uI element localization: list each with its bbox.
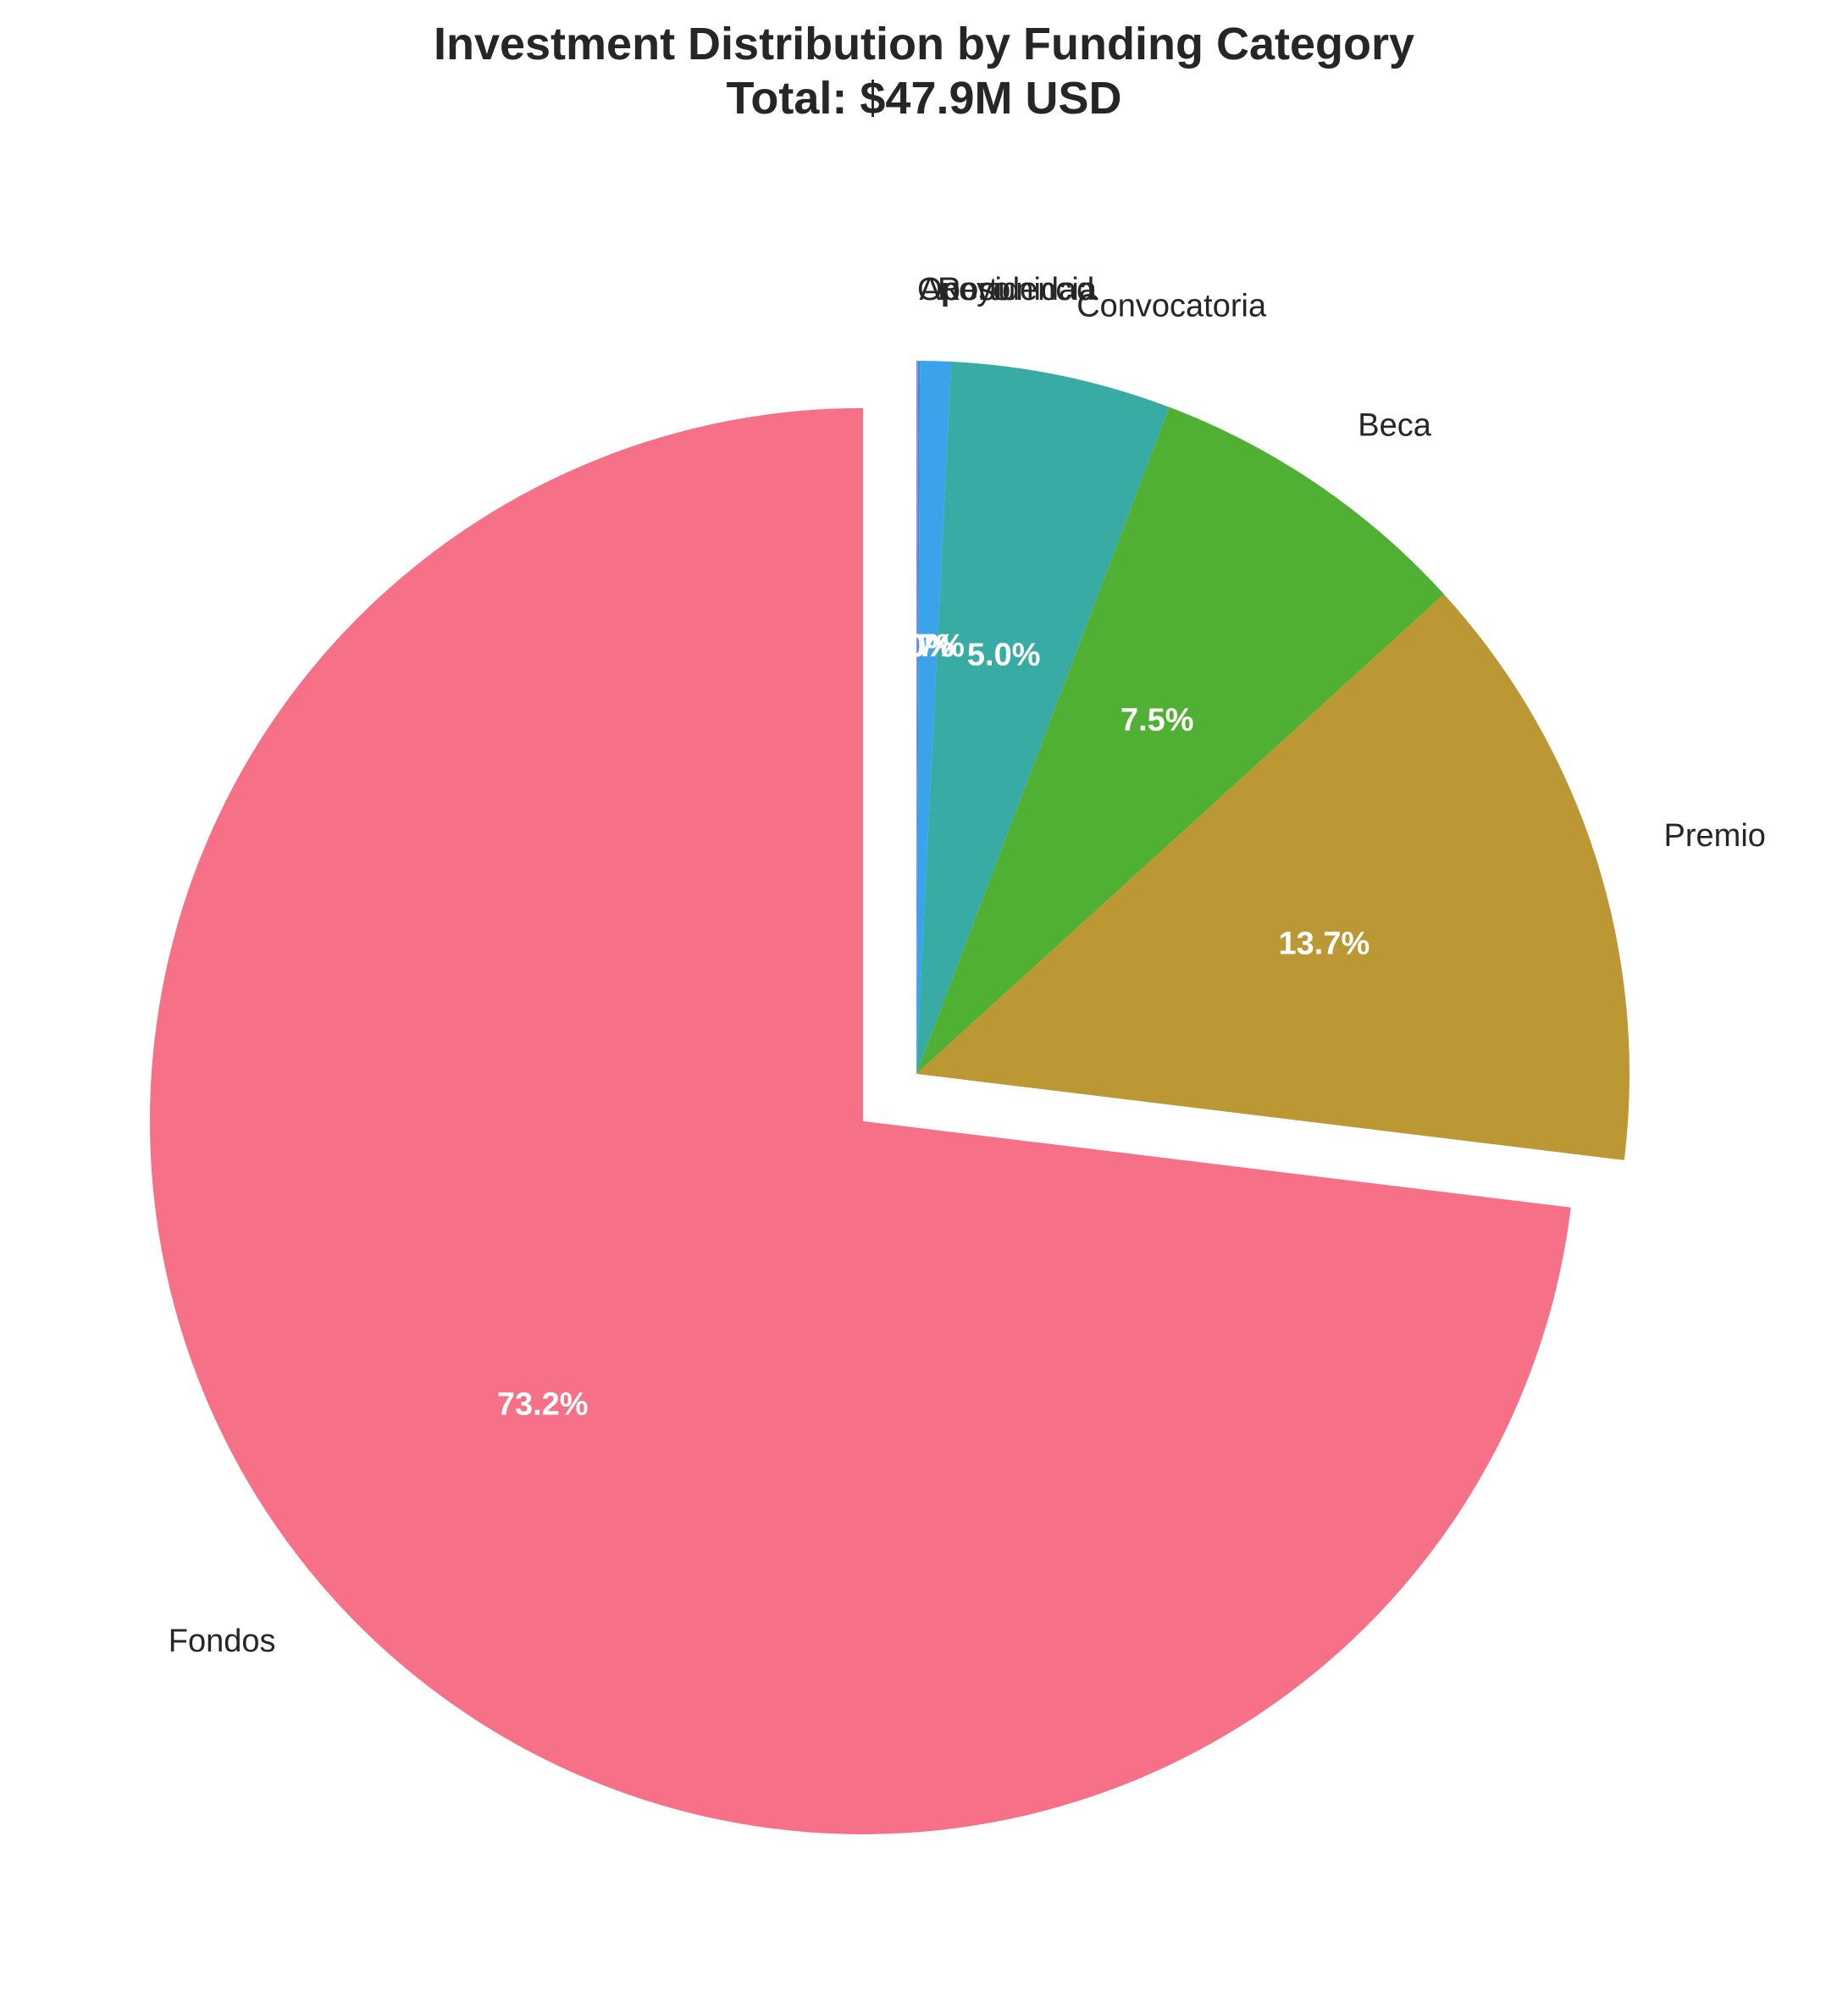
category-label-residencia: Residencia	[938, 272, 1098, 307]
chart-subtitle: Total: $47.9M USD	[726, 73, 1121, 124]
category-label-beca: Beca	[1358, 407, 1431, 443]
pct-label-convocatoria: 5.0%	[967, 637, 1041, 672]
category-label-fondos: Fondos	[169, 1624, 276, 1659]
pie-slice-residencia	[916, 361, 952, 1074]
pct-label-oportunidad: 0.0%	[880, 628, 954, 664]
category-label-premio: Premio	[1664, 818, 1766, 854]
pct-label-apoyo: 0.0%	[882, 628, 955, 664]
percentage-labels: 0.0%0.0%0.7% 5.0%7.5%13.7%73.2%	[497, 628, 1369, 1423]
pie-slice-oportunidad	[916, 361, 919, 1074]
pct-label-fondos: 73.2%	[497, 1387, 589, 1423]
pie-slice-premio	[916, 594, 1629, 1160]
pct-label-beca: 7.5%	[1120, 702, 1194, 738]
chart-title: Investment Distribution by Funding Categ…	[434, 19, 1414, 69]
pie-slice-fondos	[149, 407, 1571, 1834]
pct-label-residencia: 0.7%	[891, 628, 965, 664]
pie-slices	[149, 361, 1629, 1834]
pie-slice-apoyo	[916, 361, 921, 1074]
category-label-apoyo: Apoyo	[919, 272, 1010, 307]
pct-label-premio: 13.7%	[1279, 927, 1370, 962]
pie-slice-beca	[916, 407, 1444, 1075]
category-label-convocatoria: Convocatoria	[1076, 288, 1267, 324]
category-label-oportunidad: Oportunidad	[917, 272, 1094, 307]
pie-slice-convocatoria	[916, 362, 1170, 1075]
